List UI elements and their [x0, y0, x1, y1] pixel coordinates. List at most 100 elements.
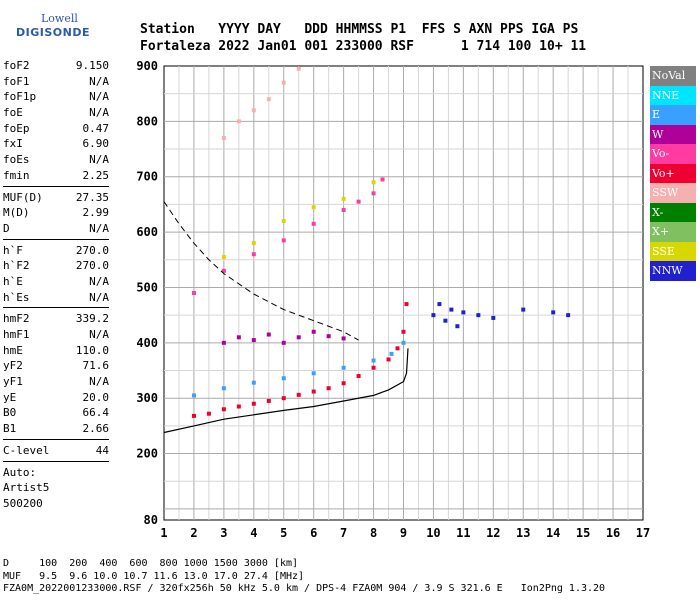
- param-name: B0: [3, 406, 17, 420]
- legend-item: SSW: [650, 183, 696, 203]
- param-name: h`F2: [3, 259, 30, 273]
- data-point: [191, 393, 196, 398]
- data-point: [236, 404, 241, 409]
- footer-file-info: FZA0M_2022001233000.RSF / 320fx256h 50 k…: [3, 583, 606, 594]
- param-name: D: [3, 221, 10, 235]
- param-value: N/A: [89, 106, 109, 120]
- data-point: [311, 389, 316, 394]
- data-point: [221, 407, 226, 412]
- legend-item: X-: [650, 202, 696, 222]
- data-point: [341, 381, 346, 386]
- param-row: B0 66.4: [3, 405, 109, 421]
- x-tick-label: 8: [370, 526, 377, 540]
- x-tick-label: 6: [310, 526, 317, 540]
- data-point: [566, 313, 571, 318]
- param-row: h`F2 270.0: [3, 258, 109, 274]
- param-value: 44: [95, 443, 109, 457]
- data-point: [395, 346, 400, 351]
- data-point: [296, 392, 301, 397]
- data-point: [401, 329, 406, 334]
- param-value: N/A: [89, 328, 109, 341]
- param-row: foF2 9.150: [3, 58, 109, 74]
- param-value: 2.99: [82, 206, 110, 220]
- param-value: N/A: [89, 90, 109, 104]
- data-point: [341, 196, 346, 201]
- dashed-curve: [163, 201, 359, 341]
- data-point: [551, 310, 556, 315]
- param-value: 71.6: [82, 359, 110, 373]
- data-point: [191, 413, 196, 418]
- x-tick-label: 13: [516, 526, 530, 540]
- y-tick-label: 900: [136, 59, 158, 73]
- data-point: [206, 411, 211, 416]
- param-name: yE: [3, 390, 17, 404]
- data-point: [266, 97, 271, 102]
- note-line: Auto:: [3, 465, 37, 479]
- data-point: [266, 398, 271, 403]
- param-row: MUF(D) 27.35: [3, 190, 109, 206]
- data-point: [371, 191, 376, 196]
- data-point: [251, 380, 256, 385]
- note-line: 500200: [3, 496, 43, 510]
- param-name: M(D): [3, 206, 30, 220]
- x-tick-label: 9: [400, 526, 407, 540]
- data-point: [443, 318, 448, 323]
- param-name: hmF1: [3, 328, 30, 341]
- data-point: [296, 66, 301, 71]
- param-name: foF1p: [3, 90, 37, 104]
- param-name: hmE: [3, 343, 23, 357]
- profile-curve: [163, 348, 409, 434]
- param-name: B1: [3, 422, 17, 436]
- legend-item: Vo+: [650, 163, 696, 183]
- data-point: [251, 241, 256, 246]
- param-name: fxI: [3, 137, 23, 151]
- param-name: hmF2: [3, 312, 30, 326]
- param-row: fxI 6.90: [3, 136, 109, 152]
- data-point: [311, 221, 316, 226]
- param-row: foF1 N/A: [3, 74, 109, 90]
- param-name: foEs: [3, 153, 30, 167]
- header-values: Fortaleza 2022 Jan01 001 233000 RSF 1 71…: [140, 39, 587, 54]
- data-point: [221, 135, 226, 140]
- param-value: 270.0: [75, 259, 109, 273]
- param-row: yF1 N/A: [3, 374, 109, 390]
- data-point: [401, 340, 406, 345]
- data-point: [236, 119, 241, 124]
- header-labels: Station YYYY DAY DDD HHMMSS P1 FFS S AXN…: [140, 22, 579, 37]
- y-tick-label: 80: [144, 513, 158, 527]
- param-name: yF2: [3, 359, 23, 373]
- x-tick-label: 16: [606, 526, 620, 540]
- data-point: [221, 340, 226, 345]
- param-name: fmin: [3, 168, 30, 182]
- note-line: Artist5: [3, 481, 50, 495]
- y-tick-label: 200: [136, 447, 158, 461]
- footer-distance-row: D 100 200 400 600 800 1000 1500 3000 [km…: [3, 558, 299, 569]
- separator: [3, 185, 109, 187]
- data-point: [326, 334, 331, 339]
- param-row: hmF1 N/A: [3, 327, 109, 343]
- separator: [3, 238, 109, 240]
- data-point: [389, 351, 394, 356]
- param-row: h`F 270.0: [3, 243, 109, 259]
- data-point: [221, 268, 226, 273]
- param-row: M(D) 2.99: [3, 205, 109, 221]
- x-tick-label: 4: [250, 526, 257, 540]
- data-point: [326, 386, 331, 391]
- param-value: 27.35: [75, 190, 109, 204]
- legend: NoVal NNE E W Vo- Vo+ SSW X- X+ SSE NNW: [650, 66, 696, 281]
- y-tick-label: 300: [136, 391, 158, 405]
- y-tick-label: 400: [136, 336, 158, 350]
- data-point: [266, 332, 271, 337]
- param-name: C-level: [3, 443, 50, 457]
- data-point: [371, 358, 376, 363]
- param-row: foEs N/A: [3, 152, 109, 168]
- param-value: N/A: [89, 221, 109, 235]
- param-row: D N/A: [3, 221, 109, 237]
- data-point: [431, 313, 436, 318]
- param-name: foE: [3, 106, 23, 120]
- data-point: [437, 302, 442, 307]
- data-point: [341, 365, 346, 370]
- param-name: yF1: [3, 375, 23, 389]
- data-point: [476, 313, 481, 318]
